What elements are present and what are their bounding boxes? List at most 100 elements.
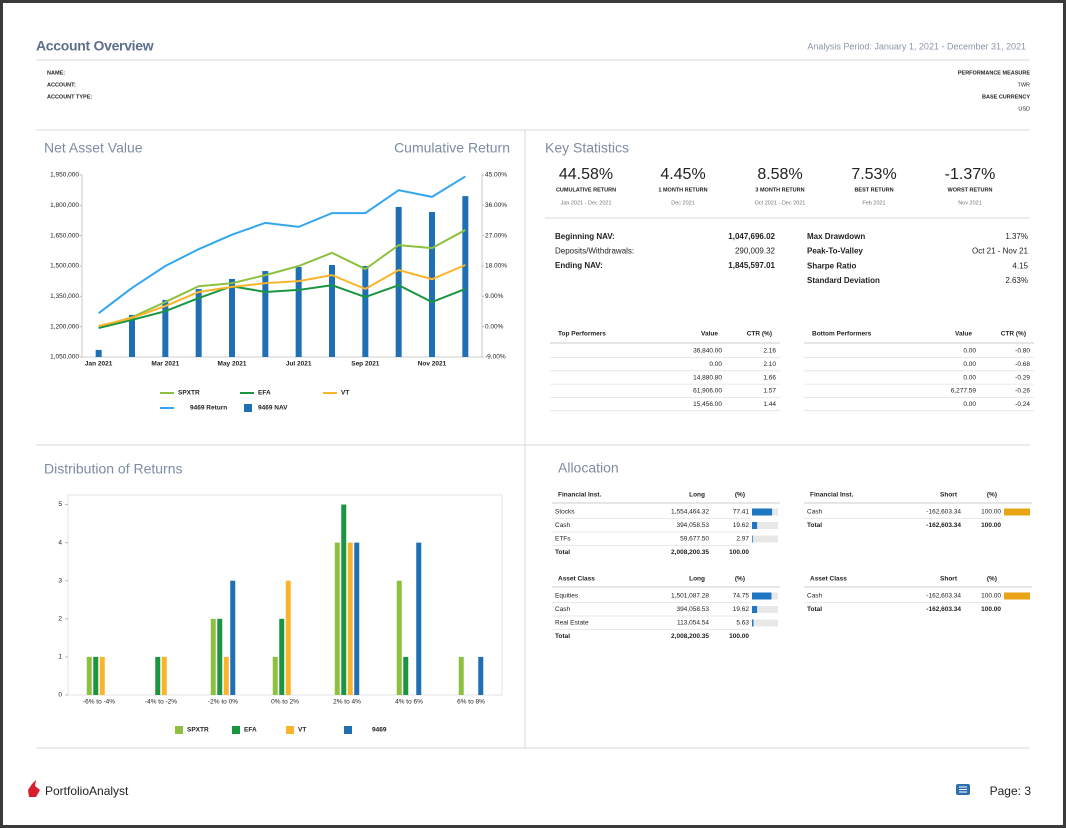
distribution-bar: [223, 656, 229, 695]
x-tick-label: -2% to 0%: [208, 699, 238, 706]
distribution-bar: [161, 656, 167, 695]
pct-bar: [752, 535, 753, 543]
table-cell: 0.00: [963, 401, 976, 408]
distribution-bar: [403, 656, 409, 695]
nav-bar: [462, 196, 469, 357]
page-title: Account Overview: [36, 38, 154, 54]
nav-bar: [395, 206, 402, 357]
y-tick-label: 1: [58, 654, 62, 661]
table-cell: -0.24: [1015, 401, 1030, 408]
table-cell: Equities: [555, 593, 579, 600]
table-cell: 15,456.00: [693, 401, 722, 408]
pct-bar: [752, 606, 758, 613]
table-header: Value: [955, 331, 972, 338]
account-meta-label: BASE CURRENCY: [982, 94, 1030, 100]
table-cell: -162,603.34: [926, 593, 961, 600]
table-header: (%): [735, 576, 745, 583]
stat-value: -1.37%: [945, 166, 996, 183]
table-cell: 2,008,200.35: [671, 633, 709, 640]
distribution-bar: [155, 656, 161, 695]
distribution-bar: [334, 542, 340, 695]
page-number: Page: 3: [990, 784, 1032, 798]
table-header: Short: [940, 576, 958, 583]
table-cell: Real Estate: [555, 620, 589, 627]
y2-tick-label: 36.00%: [485, 202, 507, 209]
table-header: (%): [987, 576, 997, 583]
y-tick-label: 0: [58, 692, 62, 699]
x-tick-label: -6% to -4%: [83, 699, 115, 706]
table-cell: 61,906.00: [693, 388, 722, 395]
y2-tick-label: 45.00%: [485, 172, 507, 179]
table-header: Asset Class: [558, 576, 595, 583]
stat-label: 1 MONTH RETURN: [658, 187, 707, 193]
legend-label: SPXTR: [187, 727, 209, 734]
table-cell: 0.00: [963, 374, 976, 381]
x-tick-label: Jul 2021: [286, 361, 312, 368]
plot-frame: [67, 494, 503, 696]
legend-label: VT: [341, 390, 349, 397]
table-header: Top Performers: [558, 331, 606, 338]
y2-tick-label: 9.00%: [485, 293, 504, 300]
chart-y2-title: Cumulative Return: [394, 140, 510, 156]
y-tick-label: 1,350,000: [50, 293, 79, 300]
legend-label: 9469: [372, 727, 387, 734]
y-tick-label: 2: [58, 616, 62, 623]
y-tick-label: 1,800,000: [50, 202, 79, 209]
table-cell: 2.97: [736, 536, 749, 543]
table-header: Financial Inst.: [810, 492, 854, 499]
table-cell: 1,554,464.32: [671, 509, 709, 516]
risk-label: Sharpe Ratio: [807, 261, 856, 270]
return-line: [98, 229, 466, 328]
risk-value: 1.37%: [1005, 232, 1028, 241]
distribution-bar: [86, 656, 92, 695]
table-cell: 2.16: [763, 348, 776, 355]
account-field: ACCOUNT TYPE:: [47, 94, 92, 100]
table-cell: 19.62: [733, 522, 750, 529]
x-tick-label: 2% to 4%: [333, 699, 361, 706]
table-header: Short: [940, 492, 958, 499]
table-cell: Cash: [807, 593, 823, 600]
risk-value: 4.15: [1012, 261, 1028, 270]
legend-swatch: [286, 726, 294, 734]
stat-value: 8.58%: [757, 166, 802, 183]
distribution-bar: [230, 580, 236, 695]
y2-tick-label: 27.00%: [485, 232, 507, 239]
nav-bar: [295, 267, 302, 357]
return-line: [98, 284, 466, 329]
table-cell: 77.41: [733, 509, 750, 516]
table-cell: Total: [807, 522, 822, 529]
distribution-bar: [285, 580, 291, 695]
nav-bar: [195, 289, 202, 357]
y-tick-label: 1,950,000: [50, 172, 79, 179]
stat-period: Dec 2021: [671, 200, 695, 206]
nav-bar: [162, 299, 169, 357]
table-cell: 74.75: [733, 593, 750, 600]
y-tick-label: 1,200,000: [50, 323, 79, 330]
distribution-bar: [93, 656, 99, 695]
stat-period: Nov 2021: [958, 200, 982, 206]
y2-tick-label: 18.00%: [485, 263, 507, 270]
nav-label: Beginning NAV:: [555, 232, 615, 241]
stat-label: 3 MONTH RETURN: [755, 187, 804, 193]
chart-title: Net Asset Value: [44, 140, 143, 156]
legend-label: 9469 Return: [190, 405, 227, 412]
stat-period: Jan 2021 - Dec 2021: [560, 200, 611, 206]
nav-bar: [262, 271, 269, 357]
table-cell: -162,603.34: [926, 522, 961, 529]
y-tick-label: 1,650,000: [50, 232, 79, 239]
y-tick-label: 3: [58, 577, 62, 584]
risk-label: Max Drawdown: [807, 232, 865, 241]
table-cell: -162,603.34: [926, 509, 961, 516]
table-cell: 394,058.53: [676, 606, 709, 613]
chart-title: Distribution of Returns: [44, 461, 183, 477]
toc-icon[interactable]: [956, 784, 970, 795]
pct-bar: [752, 619, 754, 627]
table-cell: 100.00: [981, 522, 1001, 529]
risk-value: 2.63%: [1005, 276, 1028, 285]
distribution-bar: [458, 656, 464, 695]
table-cell: 2.10: [763, 361, 776, 368]
legend-label: VT: [298, 727, 306, 734]
